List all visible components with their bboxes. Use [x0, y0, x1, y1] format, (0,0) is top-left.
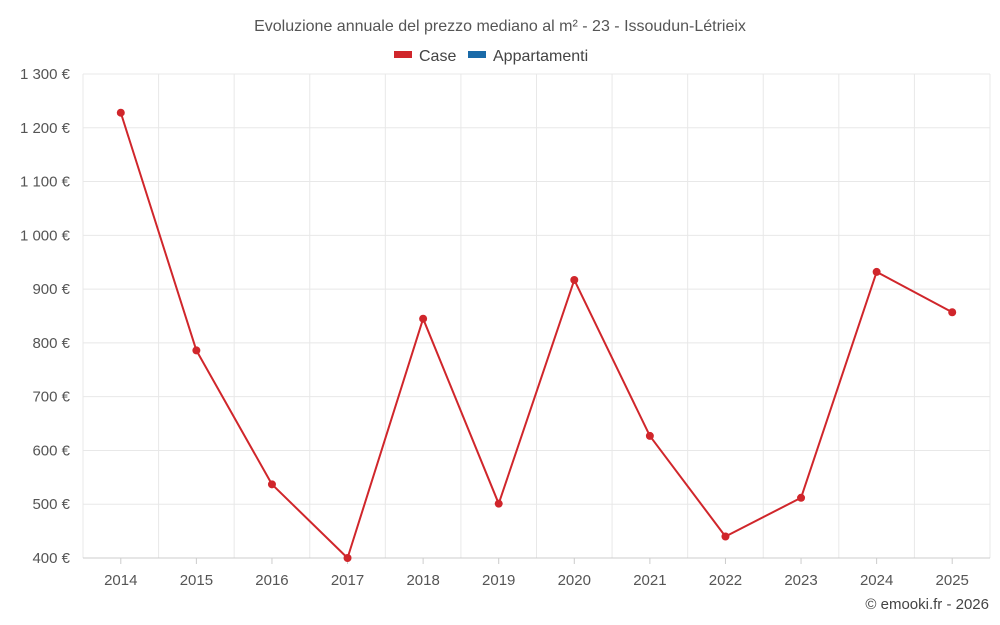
x-tick-label: 2020	[558, 572, 591, 589]
series-line-case	[119, 112, 953, 559]
series-layer	[116, 108, 957, 562]
x-tick-label: 2015	[180, 572, 213, 589]
x-tick-label: 2025	[936, 572, 969, 589]
data-point-2015[interactable]	[192, 346, 201, 355]
y-tick-label: 600 €	[32, 442, 70, 459]
y-axis-ticks: 1 300 € 1 200 € 1 100 € 1 000 € 900 € 800 € 70…	[20, 66, 71, 567]
y-tick-label: 1 000 €	[20, 227, 71, 244]
x-tick-label: 2023	[784, 572, 817, 589]
y-tick-label: 1 300 €	[20, 66, 71, 83]
data-point-2017[interactable]	[343, 554, 352, 562]
x-tick-label: 2016	[255, 572, 288, 589]
y-tick-label: 1 200 €	[20, 120, 71, 137]
data-point-2024[interactable]	[872, 267, 881, 276]
y-tick-label: 400 €	[32, 550, 70, 567]
data-point-2018[interactable]	[419, 314, 428, 323]
data-point-2025[interactable]	[948, 308, 957, 317]
x-tick-label: 2021	[633, 572, 666, 589]
legend-item-case[interactable]: Case	[394, 48, 456, 65]
legend-swatch	[394, 51, 412, 58]
x-tick-label: 2017	[331, 572, 364, 589]
x-tick-label: 2024	[860, 572, 893, 589]
x-gridlines	[82, 74, 991, 558]
legend-label: Appartamenti	[493, 48, 588, 65]
x-tick-label: 2019	[482, 572, 515, 589]
data-point-2014[interactable]	[116, 108, 125, 117]
legend-item-appartamenti[interactable]: Appartamenti	[468, 48, 588, 65]
credit-text: © emooki.fr - 2026	[865, 596, 989, 613]
x-axis-ticks: 2014 2015 2016 2017 2018 2019 2020 2021 2022 2023…	[104, 558, 969, 589]
data-point-2023[interactable]	[797, 493, 806, 502]
y-tick-label: 900 €	[32, 281, 70, 298]
data-point-2019[interactable]	[494, 499, 503, 508]
x-tick-label: 2022	[709, 572, 742, 589]
chart-title: Evoluzione annuale del prezzo mediano al…	[254, 18, 746, 35]
y-tick-label: 500 €	[32, 496, 70, 513]
y-tick-label: 1 100 €	[20, 174, 71, 191]
legend-label: Case	[419, 48, 456, 65]
legend: Case Appartamenti	[394, 48, 588, 65]
data-point-2016[interactable]	[267, 480, 276, 489]
y-tick-label: 700 €	[32, 389, 70, 406]
data-point-2022[interactable]	[721, 532, 730, 541]
data-point-2020[interactable]	[570, 275, 579, 284]
data-point-2021[interactable]	[645, 431, 654, 440]
y-gridlines	[83, 73, 990, 505]
y-tick-label: 800 €	[32, 335, 70, 352]
x-tick-label: 2018	[406, 572, 439, 589]
x-tick-label: 2014	[104, 572, 137, 589]
legend-swatch	[468, 51, 486, 58]
